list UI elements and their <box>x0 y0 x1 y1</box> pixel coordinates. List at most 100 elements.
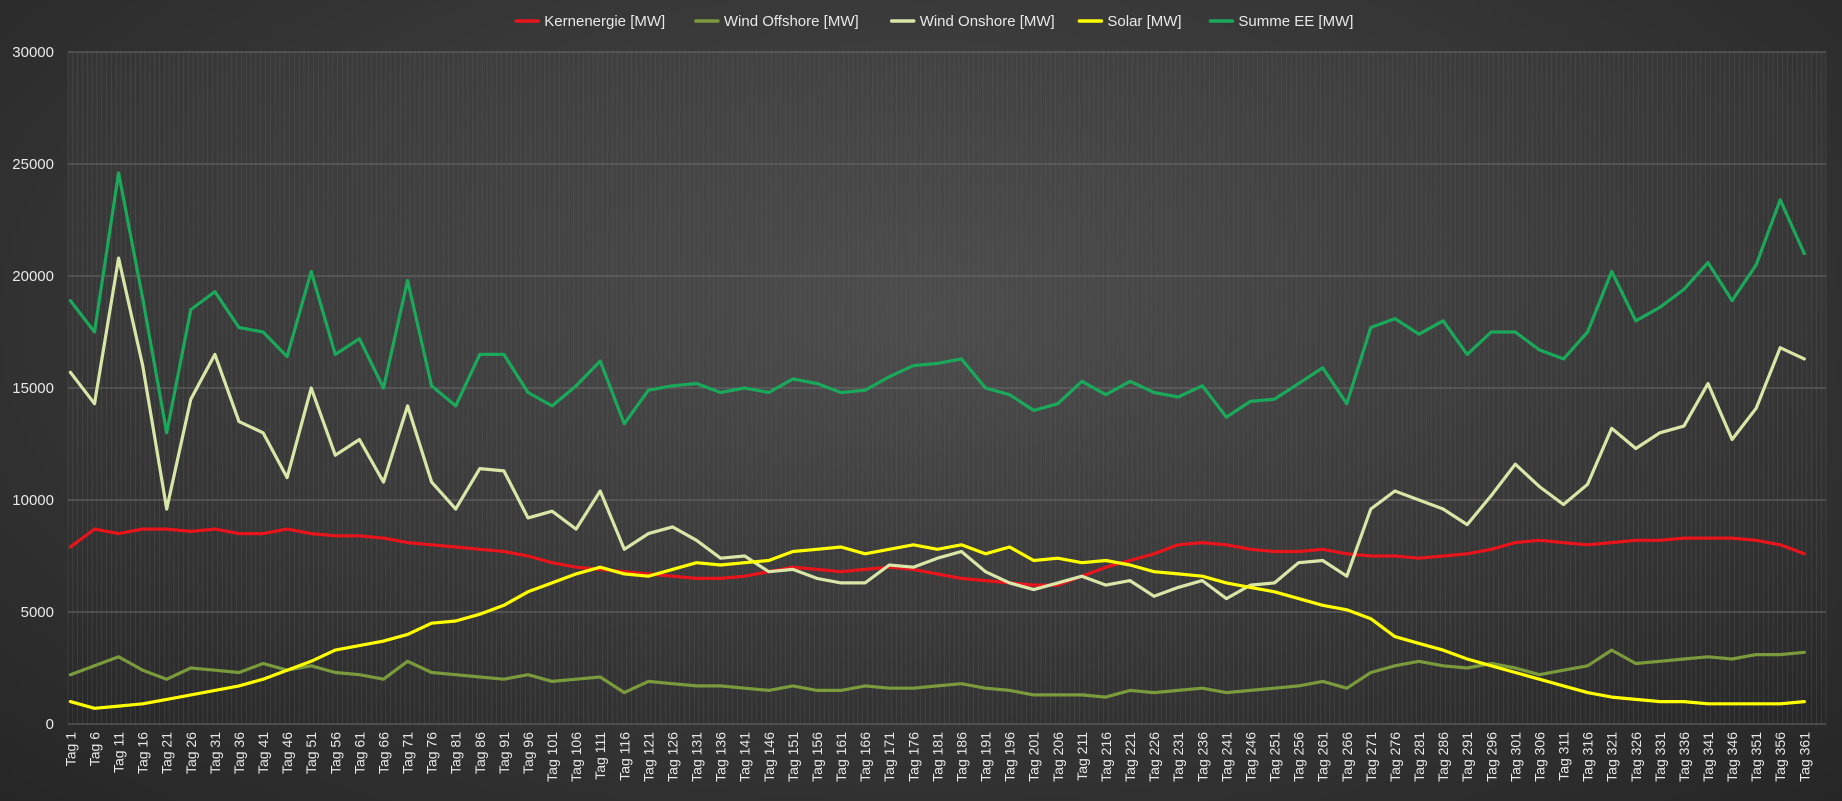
legend-item: Wind Onshore [MW] <box>889 13 1055 30</box>
x-tick-label: Tag 16 <box>135 732 151 774</box>
x-tick-label: Tag 11 <box>111 732 127 773</box>
x-tick-label: Tag 221 <box>1122 732 1138 782</box>
x-tick-label: Tag 236 <box>1194 732 1210 782</box>
x-axis: Tag 1 Tag 6 Tag 11 Tag 16 Tag 21 Tag 26 Tag 31… <box>62 732 1812 782</box>
x-tick-label: Tag 171 <box>881 732 897 782</box>
x-tick-label: Tag 281 <box>1411 732 1427 782</box>
series-line <box>68 527 1806 587</box>
x-tick-label: Tag 306 <box>1531 732 1547 782</box>
x-tick-label: Tag 131 <box>689 732 705 782</box>
legend-label: Kernenergie [MW] <box>544 13 665 30</box>
x-tick-label: Tag 76 <box>424 732 440 774</box>
x-tick-label: Tag 241 <box>1218 732 1234 782</box>
x-tick-label: Tag 276 <box>1387 732 1403 782</box>
series-line <box>68 648 1806 699</box>
legend-label: Summe EE [MW] <box>1238 13 1353 30</box>
y-tick-label: 5000 <box>21 604 54 621</box>
x-tick-label: Tag 41 <box>255 732 271 774</box>
y-axis: 0 5000 10000 15000 20000 25000 30000 <box>12 44 54 733</box>
x-tick-label: Tag 61 <box>351 732 367 774</box>
horizontal-gridlines <box>68 51 1826 725</box>
legend-label: Solar [MW] <box>1107 13 1181 30</box>
x-tick-label: Tag 226 <box>1146 732 1162 782</box>
x-tick-label: Tag 266 <box>1339 732 1355 782</box>
x-tick-label: Tag 21 <box>159 732 175 774</box>
x-tick-label: Tag 106 <box>568 732 584 782</box>
x-tick-label: Tag 326 <box>1628 732 1644 782</box>
x-tick-label: Tag 46 <box>279 732 295 774</box>
x-tick-label: Tag 186 <box>953 732 969 782</box>
x-tick-label: Tag 271 <box>1363 732 1379 782</box>
y-tick-label: 0 <box>46 716 54 733</box>
x-tick-label: Tag 151 <box>785 732 801 782</box>
x-tick-label: Tag 71 <box>400 732 416 774</box>
x-tick-label: Tag 141 <box>737 732 753 782</box>
y-tick-label: 25000 <box>12 156 54 173</box>
x-tick-label: Tag 26 <box>183 732 199 774</box>
x-tick-label: Tag 251 <box>1267 732 1283 782</box>
x-tick-label: Tag 346 <box>1724 732 1740 782</box>
x-tick-label: Tag 161 <box>833 732 849 782</box>
x-tick-label: Tag 261 <box>1315 732 1331 782</box>
legend-item: Kernenergie [MW] <box>514 13 665 30</box>
x-tick-label: Tag 296 <box>1483 732 1499 782</box>
legend-item: Solar [MW] <box>1077 13 1182 30</box>
x-tick-label: Tag 311 <box>1556 732 1572 781</box>
legend-item: Wind Offshore [MW] <box>694 13 859 30</box>
x-tick-label: Tag 136 <box>713 732 729 782</box>
x-tick-label: Tag 96 <box>520 732 536 774</box>
x-tick-label: Tag 286 <box>1435 732 1451 782</box>
x-tick-label: Tag 231 <box>1170 732 1186 782</box>
x-tick-label: Tag 156 <box>809 732 825 782</box>
legend-item: Summe EE [MW] <box>1208 13 1353 30</box>
x-tick-label: Tag 51 <box>303 732 319 774</box>
x-tick-label: Tag 91 <box>496 732 512 774</box>
x-tick-label: Tag 101 <box>544 732 560 782</box>
x-tick-label: Tag 1 <box>62 732 78 766</box>
series-line <box>68 256 1806 601</box>
x-tick-label: Tag 331 <box>1652 732 1668 782</box>
y-tick-label: 10000 <box>12 492 54 509</box>
x-tick-label: Tag 256 <box>1291 732 1307 782</box>
x-tick-label: Tag 126 <box>664 732 680 782</box>
x-tick-label: Tag 316 <box>1580 732 1596 782</box>
legend-label: Wind Offshore [MW] <box>724 13 859 30</box>
x-tick-label: Tag 216 <box>1098 732 1114 782</box>
x-tick-label: Tag 116 <box>616 732 632 781</box>
x-tick-label: Tag 181 <box>929 732 945 782</box>
x-tick-label: Tag 191 <box>978 732 994 782</box>
x-tick-label: Tag 66 <box>375 732 391 774</box>
x-tick-label: Tag 86 <box>472 732 488 774</box>
x-tick-label: Tag 166 <box>857 732 873 782</box>
x-tick-label: Tag 201 <box>1026 732 1042 782</box>
x-tick-label: Tag 56 <box>327 732 343 774</box>
x-tick-label: Tag 356 <box>1772 732 1788 782</box>
y-tick-label: 20000 <box>12 268 54 285</box>
x-tick-label: Tag 291 <box>1459 732 1475 782</box>
y-tick-label: 30000 <box>12 44 54 61</box>
legend: Kernenergie [MW] Wind Offshore [MW] Wind O… <box>514 13 1353 30</box>
x-tick-label: Tag 336 <box>1676 732 1692 782</box>
x-tick-label: Tag 176 <box>905 732 921 782</box>
x-tick-label: Tag 341 <box>1700 732 1716 782</box>
x-tick-label: Tag 36 <box>231 732 247 774</box>
series-lines <box>68 171 1806 710</box>
x-tick-label: Tag 6 <box>86 732 102 766</box>
x-tick-label: Tag 196 <box>1002 732 1018 782</box>
series-line <box>68 171 1806 435</box>
x-tick-label: Tag 111 <box>592 732 608 780</box>
x-tick-label: Tag 301 <box>1507 732 1523 782</box>
x-tick-label: Tag 31 <box>207 732 223 774</box>
x-tick-label: Tag 146 <box>761 732 777 782</box>
x-tick-label: Tag 361 <box>1796 732 1812 782</box>
x-tick-label: Tag 206 <box>1050 732 1066 782</box>
x-tick-label: Tag 81 <box>448 732 464 774</box>
series-line <box>68 543 1806 710</box>
legend-label: Wind Onshore [MW] <box>920 13 1055 30</box>
x-tick-label: Tag 351 <box>1748 732 1764 782</box>
x-tick-label: Tag 121 <box>640 732 656 782</box>
x-tick-label: Tag 321 <box>1604 732 1620 782</box>
y-tick-label: 15000 <box>12 380 54 397</box>
